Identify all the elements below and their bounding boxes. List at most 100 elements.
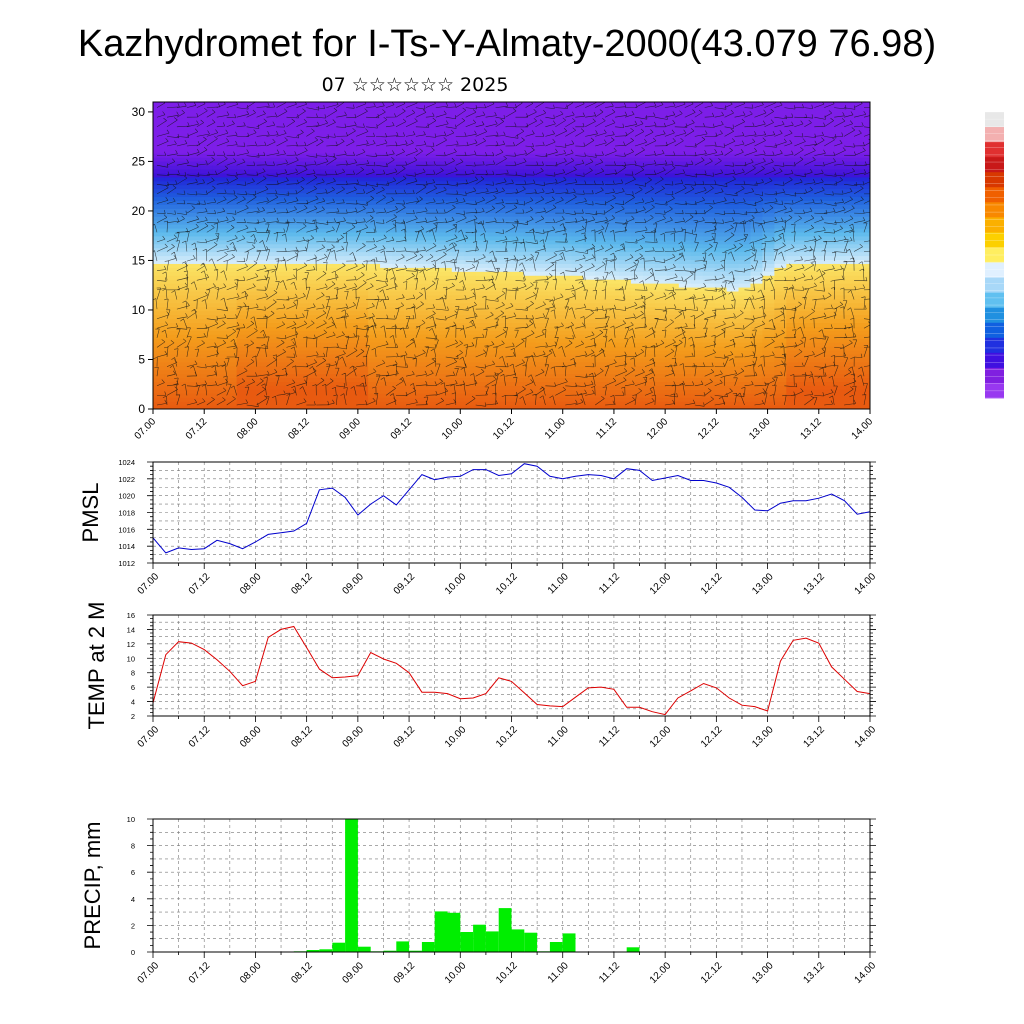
x-tick-label: 12.00 [648, 960, 674, 986]
colorbar-swatch [985, 202, 1004, 218]
x-tick-label: 10.12 [494, 960, 520, 986]
x-tick-label: 12.12 [699, 724, 725, 750]
x-tick-label: 10.12 [494, 571, 520, 597]
colorbar-swatch [985, 352, 1004, 369]
pmsl-panel: 1012 1014 1016 1018 1020 1022 1024 07.00 07.12 08… [78, 458, 878, 597]
cross-section-panel: 0 5 10 15 20 25 30 07.00 07.12 08.00 08.12 09.00 09.… [132, 101, 876, 442]
x-tick-label: 07.12 [187, 571, 213, 597]
x-tick-label: 11.00 [543, 416, 568, 441]
precip-bar [319, 949, 333, 952]
x-tick-label: 09.12 [392, 571, 418, 597]
x-tick-label: 12.00 [648, 724, 674, 750]
precip-bar [473, 924, 486, 952]
precip-bar [434, 911, 448, 952]
precip-bar [447, 912, 461, 952]
x-tick-label: 14.00 [853, 724, 879, 750]
y-tick-label: 5 [138, 352, 145, 366]
x-tick-label: 08.00 [238, 724, 264, 750]
x-tick-label: 07.12 [184, 416, 210, 442]
panel-y-label: PRECIP, mm [80, 822, 105, 950]
colorbar-swatch [985, 217, 1004, 233]
x-tick-label: 14.00 [853, 960, 879, 986]
x-tick-label: 11.00 [546, 960, 571, 985]
y-tick-label: 16 [127, 611, 135, 620]
x-tick-label: 08.00 [235, 416, 261, 442]
x-tick-label: 08.12 [289, 724, 315, 750]
y-tick-label: 1022 [118, 475, 135, 484]
y-tick-label: 8 [131, 669, 135, 678]
x-tick-label: 09.12 [392, 960, 418, 986]
y-tick-label: 14 [127, 625, 135, 634]
x-tick-label: 10.00 [440, 416, 466, 442]
y-tick-label: 30 [132, 105, 146, 119]
y-tick-label: 2 [131, 921, 135, 930]
x-tick-label: 12.00 [645, 416, 671, 442]
y-tick-label: 1024 [118, 458, 135, 467]
x-tick-label: 11.00 [546, 571, 571, 596]
y-tick-label: 4 [131, 895, 135, 904]
x-tick-label: 12.12 [699, 960, 725, 986]
y-tick-label: 0 [138, 402, 145, 416]
panel-y-label: PMSL [78, 483, 103, 543]
colorbar-swatch [985, 187, 1004, 203]
precip-bar [498, 908, 512, 952]
precip-bar [357, 946, 371, 952]
y-tick-label: 15 [132, 253, 146, 267]
temp-panel: 2 4 6 8 10 12 14 16 07.00 07.12 08.00 08.12 09.00 09.… [84, 602, 878, 750]
x-tick-label: 11.12 [597, 960, 622, 985]
x-tick-label: 10.12 [494, 724, 520, 750]
y-tick-label: 1012 [118, 559, 135, 568]
wind-barbs [153, 102, 870, 407]
precip-bar [383, 950, 397, 952]
chart-title: Kazhydromet for I-Ts-Y-Almaty-2000(43.07… [78, 23, 936, 65]
x-tick-label: 14.00 [850, 416, 876, 442]
x-tick-label: 11.00 [546, 724, 571, 749]
y-tick-label: 1020 [118, 492, 135, 501]
colorbar [985, 111, 1004, 399]
x-tick-label: 13.12 [798, 416, 824, 442]
y-tick-label: 10 [127, 815, 135, 824]
precip-bar [306, 950, 320, 952]
y-tick-label: 6 [131, 868, 135, 877]
colorbar-swatch [985, 112, 1004, 128]
x-tick-label: 10.00 [443, 571, 469, 597]
x-tick-label: 08.12 [289, 960, 315, 986]
x-tick-label: 08.00 [238, 960, 264, 986]
y-tick-label: 8 [131, 842, 135, 851]
x-tick-label: 07.00 [136, 724, 162, 750]
x-tick-label: 07.12 [187, 724, 213, 750]
x-tick-label: 13.12 [801, 571, 827, 597]
chart-subtitle: 07 ☆☆☆☆☆☆ 2025 [322, 74, 509, 96]
x-tick-label: 10.12 [491, 416, 517, 442]
x-tick-label: 08.12 [289, 571, 315, 597]
x-tick-label: 07.00 [136, 571, 162, 597]
colorbar-swatch [985, 142, 1004, 158]
precip-bar [421, 942, 435, 952]
x-tick-label: 07.00 [133, 416, 159, 442]
precip-bar [332, 942, 346, 952]
x-tick-label: 10.00 [443, 960, 469, 986]
colorbar-swatch [985, 127, 1004, 143]
x-tick-label: 11.12 [597, 724, 622, 749]
x-tick-label: 12.12 [696, 416, 722, 442]
x-tick-label: 12.00 [648, 571, 674, 597]
x-tick-label: 09.00 [338, 416, 364, 442]
y-tick-label: 20 [132, 204, 146, 218]
y-tick-label: 1018 [118, 509, 135, 518]
precip-panel: 0 2 4 6 8 10 07.00 07.12 08.00 08.12 09.00 09.12 10.… [80, 815, 878, 986]
series-line [153, 625, 870, 716]
y-tick-label: 1016 [118, 525, 135, 534]
colorbar-swatch [985, 247, 1004, 264]
y-tick-label: 6 [131, 683, 135, 692]
precip-bar [549, 942, 563, 952]
colorbar-swatch [985, 367, 1004, 384]
x-tick-label: 11.12 [594, 416, 619, 441]
panel-y-label: TEMP at 2 M [84, 602, 109, 730]
precip-bar [511, 929, 525, 952]
x-tick-label: 11.12 [597, 571, 622, 596]
x-tick-label: 09.12 [392, 724, 418, 750]
colorbar-swatch [985, 322, 1004, 339]
precip-bar [485, 931, 499, 952]
precip-bar [460, 932, 474, 952]
